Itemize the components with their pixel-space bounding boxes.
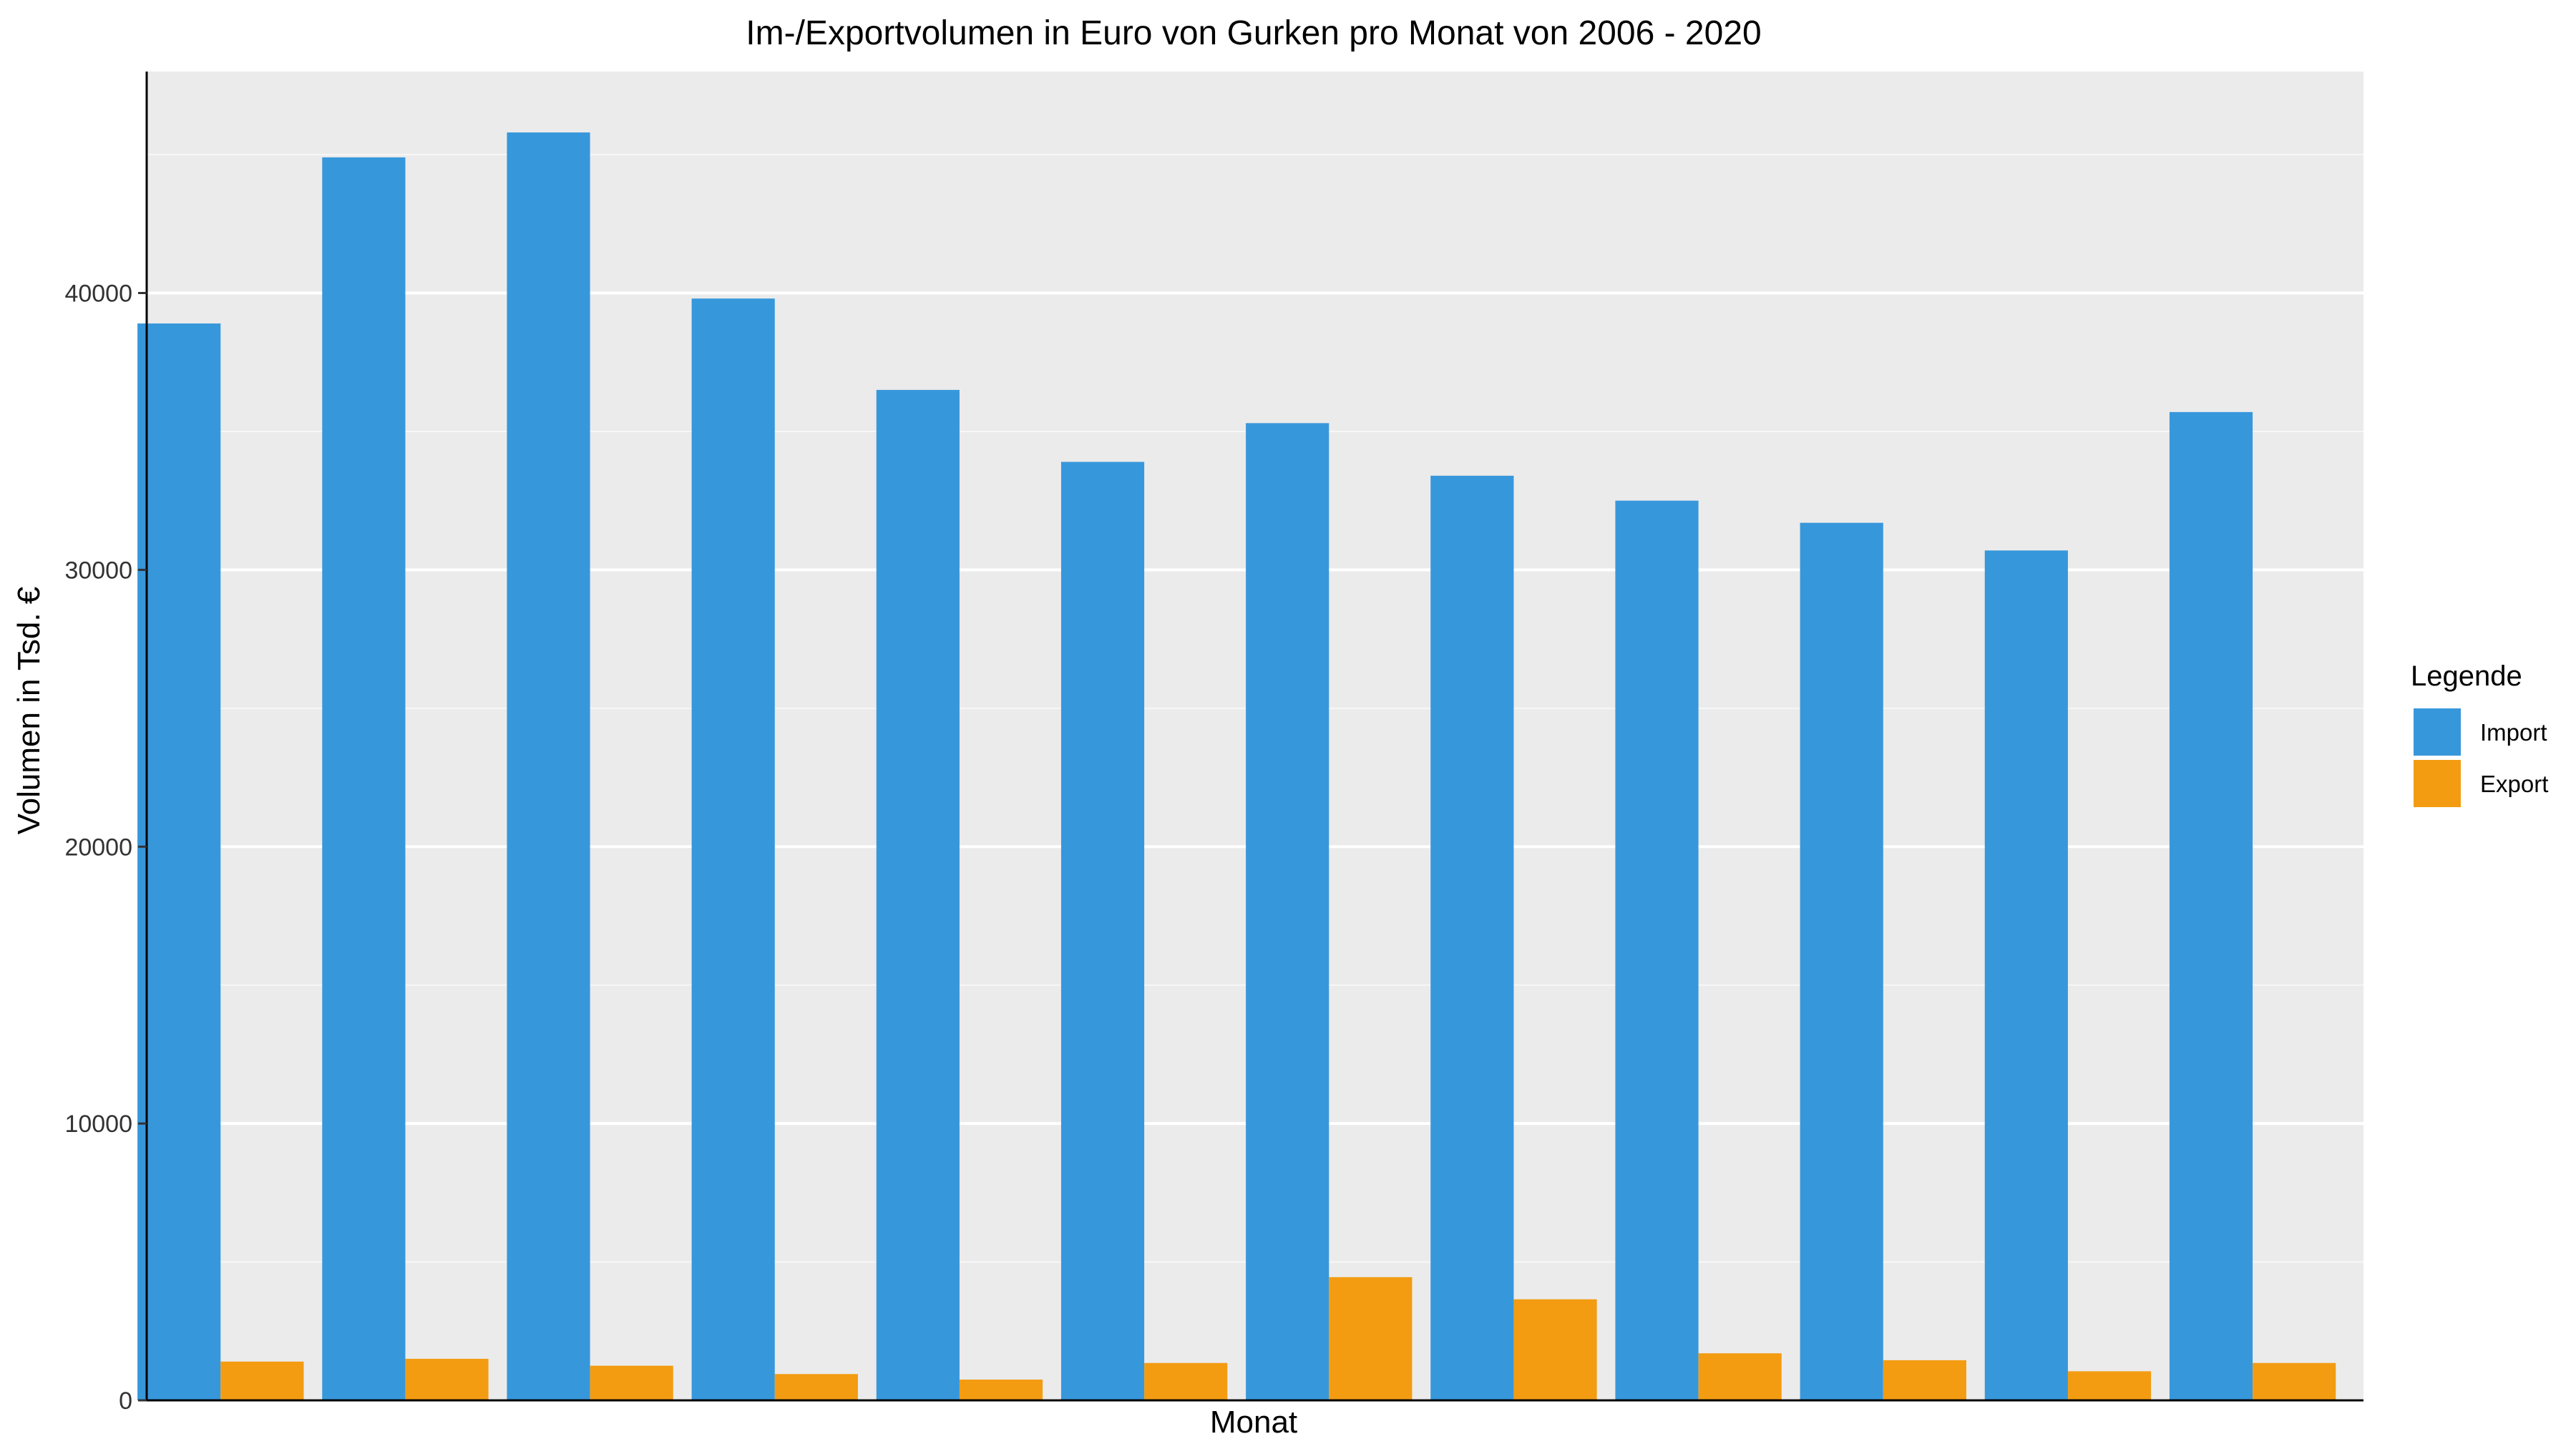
y-tick-label: 0: [119, 1387, 132, 1415]
export-bar: [1513, 1299, 1597, 1400]
export-bar: [405, 1358, 489, 1400]
import-bar: [322, 157, 406, 1400]
import-bar: [507, 132, 590, 1400]
import-bar: [1060, 462, 1145, 1400]
export-bar: [1698, 1353, 1782, 1400]
legend-label: Import: [2480, 719, 2547, 746]
import-bar: [1984, 550, 2068, 1401]
import-bar: [1430, 475, 1514, 1400]
export-bar: [2253, 1362, 2336, 1400]
import-bar: [691, 298, 775, 1400]
y-tick-label: 10000: [64, 1111, 132, 1138]
import-bar: [1615, 500, 1699, 1400]
import-bar: [2169, 411, 2253, 1401]
export-bar: [1329, 1277, 1413, 1400]
bars: [137, 132, 2336, 1401]
y-axis-title: Volumen in Tsd. €: [11, 587, 47, 835]
export-bar: [1144, 1362, 1228, 1400]
export-bar: [774, 1374, 858, 1400]
legend-swatch: [2414, 760, 2461, 807]
export-bar: [2067, 1371, 2152, 1400]
export-bar: [590, 1365, 673, 1400]
legend: Legende Import Export: [2411, 660, 2548, 807]
y-tick-label: 20000: [64, 834, 132, 861]
export-bar: [1883, 1360, 1966, 1400]
chart-title: Im-/Exportvolumen in Euro von Gurken pro…: [746, 14, 1761, 52]
legend-label: Export: [2480, 771, 2548, 797]
y-tick-label: 30000: [64, 557, 132, 584]
y-axis-ticks: 0 10000 20000 30000 40000: [64, 280, 147, 1415]
import-bar: [1246, 423, 1330, 1400]
import-bar: [137, 323, 221, 1400]
import-bar: [876, 389, 960, 1400]
export-bar: [220, 1361, 304, 1400]
import-bar: [1800, 522, 1883, 1401]
export-bar: [959, 1379, 1043, 1400]
y-tick-label: 40000: [64, 280, 132, 308]
legend-title: Legende: [2411, 660, 2522, 692]
x-axis-title: Monat: [1210, 1405, 1297, 1440]
legend-swatch: [2414, 708, 2461, 756]
